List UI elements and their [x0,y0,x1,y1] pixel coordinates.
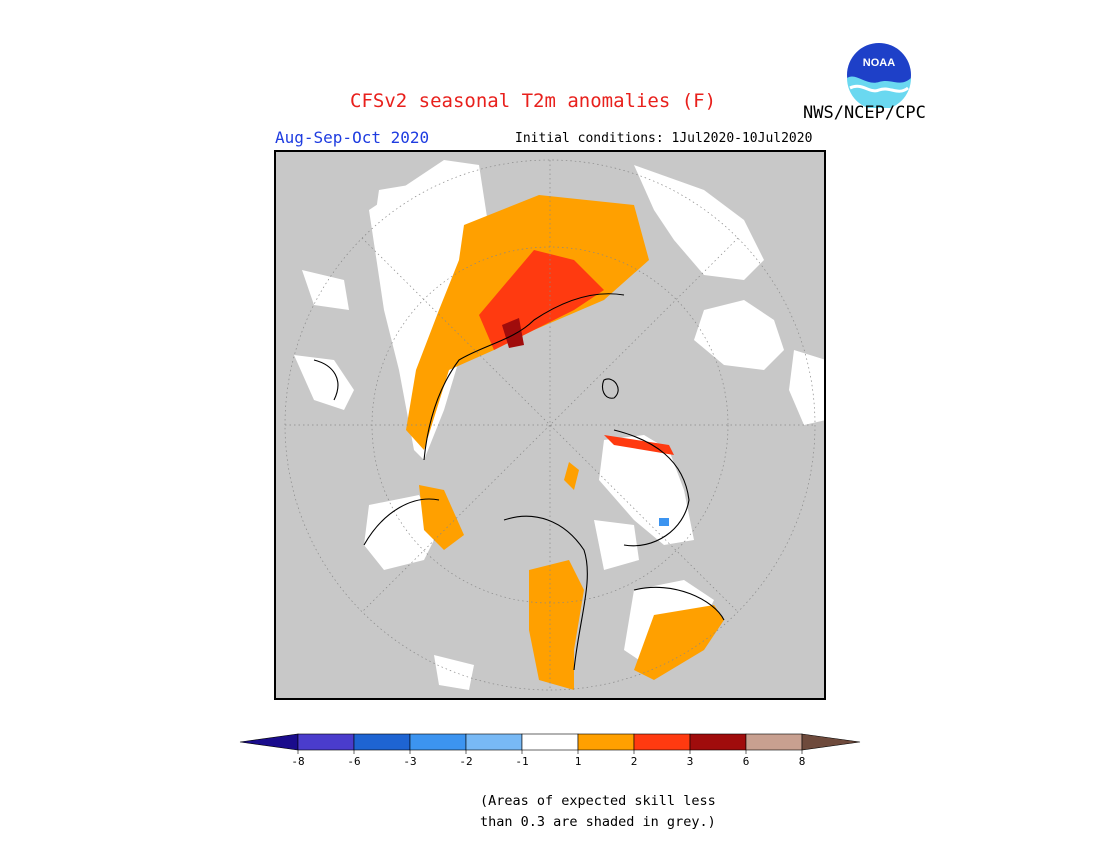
skill-note: (Areas of expected skill less than 0.3 a… [480,791,716,833]
colorbar-segment [409,733,467,751]
agency-label: NWS/NCEP/CPC [803,103,926,123]
coastlines [313,293,725,671]
colorbar-segment [577,733,635,751]
colorbar-tick-label: -6 [347,755,360,768]
cold-anomaly-blue [659,518,669,526]
page-title: CFSv2 seasonal T2m anomalies (F) [350,90,717,112]
colorbar-segment [521,733,579,751]
colorbar-tick-label: 3 [687,755,694,768]
colorbar-tick-label: 6 [743,755,750,768]
colorbar-segment [689,733,747,751]
skill-note-line-2: than 0.3 are shaded in grey.) [480,814,716,830]
colorbar-segment [297,733,355,751]
colorbar-segment [465,733,523,751]
logo-text: NOAA [863,57,895,69]
colorbar-tick-label: 2 [631,755,638,768]
colorbar-tick-label: 1 [575,755,582,768]
colorbar-segment [633,733,691,751]
colorbar-tick-label: -3 [403,755,416,768]
near-normal-regions [294,160,826,690]
colorbar-arrow-right [801,733,861,751]
colorbar-segment [745,733,803,751]
colorbar-tick-label: -2 [459,755,472,768]
colorbar-tick-label: -8 [291,755,304,768]
colorbar-tick-label: 8 [799,755,806,768]
warm-anomaly-darkred [502,318,524,348]
skill-note-line-1: (Areas of expected skill less [480,793,716,809]
initial-conditions-label: Initial conditions: 1Jul2020-10Jul2020 [515,131,813,146]
colorbar-segment [353,733,411,751]
colorbar-arrow-left [239,733,299,751]
anomaly-map [274,150,826,700]
graticule [284,159,816,691]
map-frame [274,150,826,700]
noaa-logo: NOAA [847,43,911,108]
season-label: Aug-Sep-Oct 2020 [275,128,430,147]
colorbar-tick-label: -1 [515,755,528,768]
colorbar: -8 -6 -3 -2 -1 1 2 3 6 8 [239,733,861,768]
